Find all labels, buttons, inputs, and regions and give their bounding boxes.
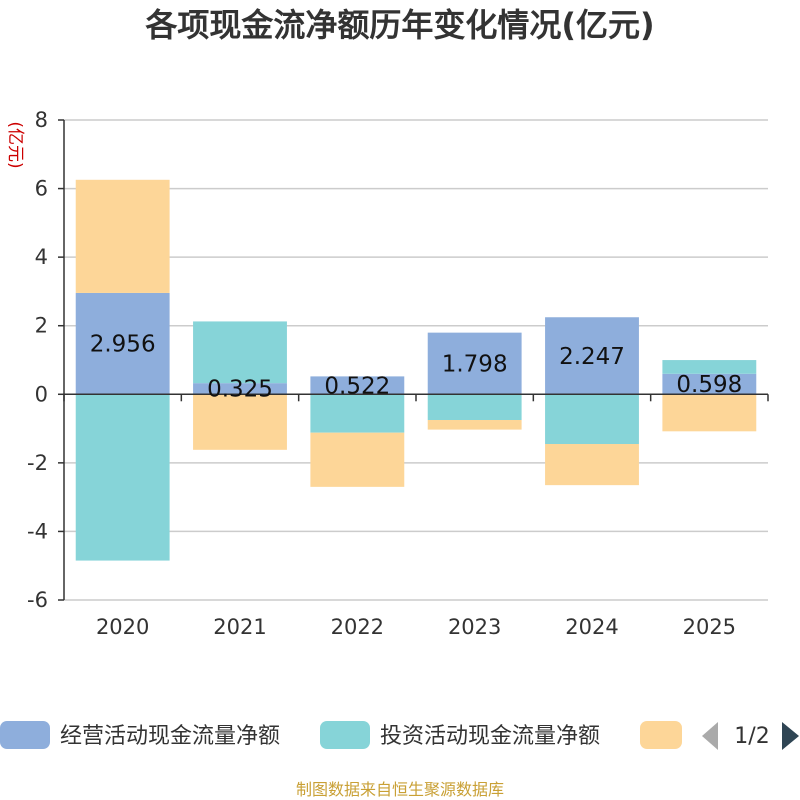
y-tick-label: 2 bbox=[35, 314, 48, 338]
legend-swatch-1[interactable] bbox=[0, 721, 50, 749]
bar-2024-series-2 bbox=[545, 394, 639, 444]
data-label-2024: 2.247 bbox=[559, 344, 625, 370]
y-tick-label: 0 bbox=[35, 382, 48, 406]
y-tick-label: 4 bbox=[35, 245, 48, 269]
data-label-2022: 0.522 bbox=[324, 373, 390, 399]
bar-2021-series-3 bbox=[193, 394, 287, 450]
x-tick-label: 2021 bbox=[213, 615, 266, 639]
bar-2025-series-3 bbox=[662, 394, 757, 432]
y-tick-label: 8 bbox=[35, 108, 48, 132]
legend-swatch-2[interactable] bbox=[320, 721, 370, 749]
chart-title: 各项现金流净额历年变化情况(亿元) bbox=[145, 6, 654, 44]
bar-2023-series-3 bbox=[427, 420, 522, 430]
legend-swatch-3[interactable] bbox=[640, 721, 682, 749]
bar-2021-series-2 bbox=[193, 321, 287, 384]
bar-2024-series-3 bbox=[545, 444, 639, 486]
data-label-2021: 0.325 bbox=[207, 377, 273, 403]
bar-2021-series-1 bbox=[193, 383, 287, 395]
bar-2022-series-3 bbox=[310, 432, 405, 487]
bar-2023-series-1 bbox=[427, 332, 522, 395]
legend-prev-page-icon[interactable] bbox=[702, 722, 718, 750]
x-tick-label: 2024 bbox=[565, 615, 618, 639]
bar-2020-series-3 bbox=[75, 179, 170, 293]
y-tick-label: 6 bbox=[35, 177, 48, 201]
x-tick-label: 2023 bbox=[448, 615, 501, 639]
bars bbox=[75, 179, 757, 561]
bar-2025-series-2 bbox=[662, 360, 757, 374]
bar-2023-series-2 bbox=[427, 394, 522, 420]
bar-2022-series-1 bbox=[310, 376, 405, 395]
bar-2020-series-1 bbox=[75, 292, 170, 395]
axes: -6 -4 -2 0 2 4 6 8 2020 2021 2022 2023 2024 2025 bbox=[27, 108, 769, 639]
bar-2020-series-2 bbox=[75, 394, 170, 561]
source-note: 制图数据来自恒生聚源数据库 bbox=[296, 780, 504, 799]
bar-2025-series-1 bbox=[662, 373, 757, 395]
legend-label-1[interactable]: 经营活动现金流量净额 bbox=[60, 724, 280, 749]
x-tick-label: 2020 bbox=[96, 615, 149, 639]
y-tick-label: -2 bbox=[27, 451, 48, 475]
data-label-2025: 0.598 bbox=[676, 372, 742, 398]
data-labels: 2.956 0.325 0.522 1.798 2.247 0.598 bbox=[90, 332, 743, 403]
legend-label-2[interactable]: 投资活动现金流量净额 bbox=[380, 724, 600, 749]
data-label-2023: 1.798 bbox=[442, 351, 508, 377]
bar-2024-series-1 bbox=[545, 317, 639, 395]
y-axis-label: (亿元) bbox=[5, 121, 25, 168]
x-tick-label: 2022 bbox=[331, 615, 384, 639]
data-label-2020: 2.956 bbox=[90, 332, 156, 358]
legend-page-indicator: 1/2 bbox=[734, 724, 769, 749]
x-tick-label: 2025 bbox=[683, 615, 736, 639]
legend-next-page-icon[interactable] bbox=[782, 722, 799, 750]
y-tick-label: -6 bbox=[27, 588, 48, 612]
bar-2022-series-2 bbox=[310, 394, 405, 433]
legend: 经营活动现金流量净额 投资活动现金流量净额 1/2 bbox=[0, 721, 799, 750]
y-tick-label: -4 bbox=[27, 519, 48, 543]
